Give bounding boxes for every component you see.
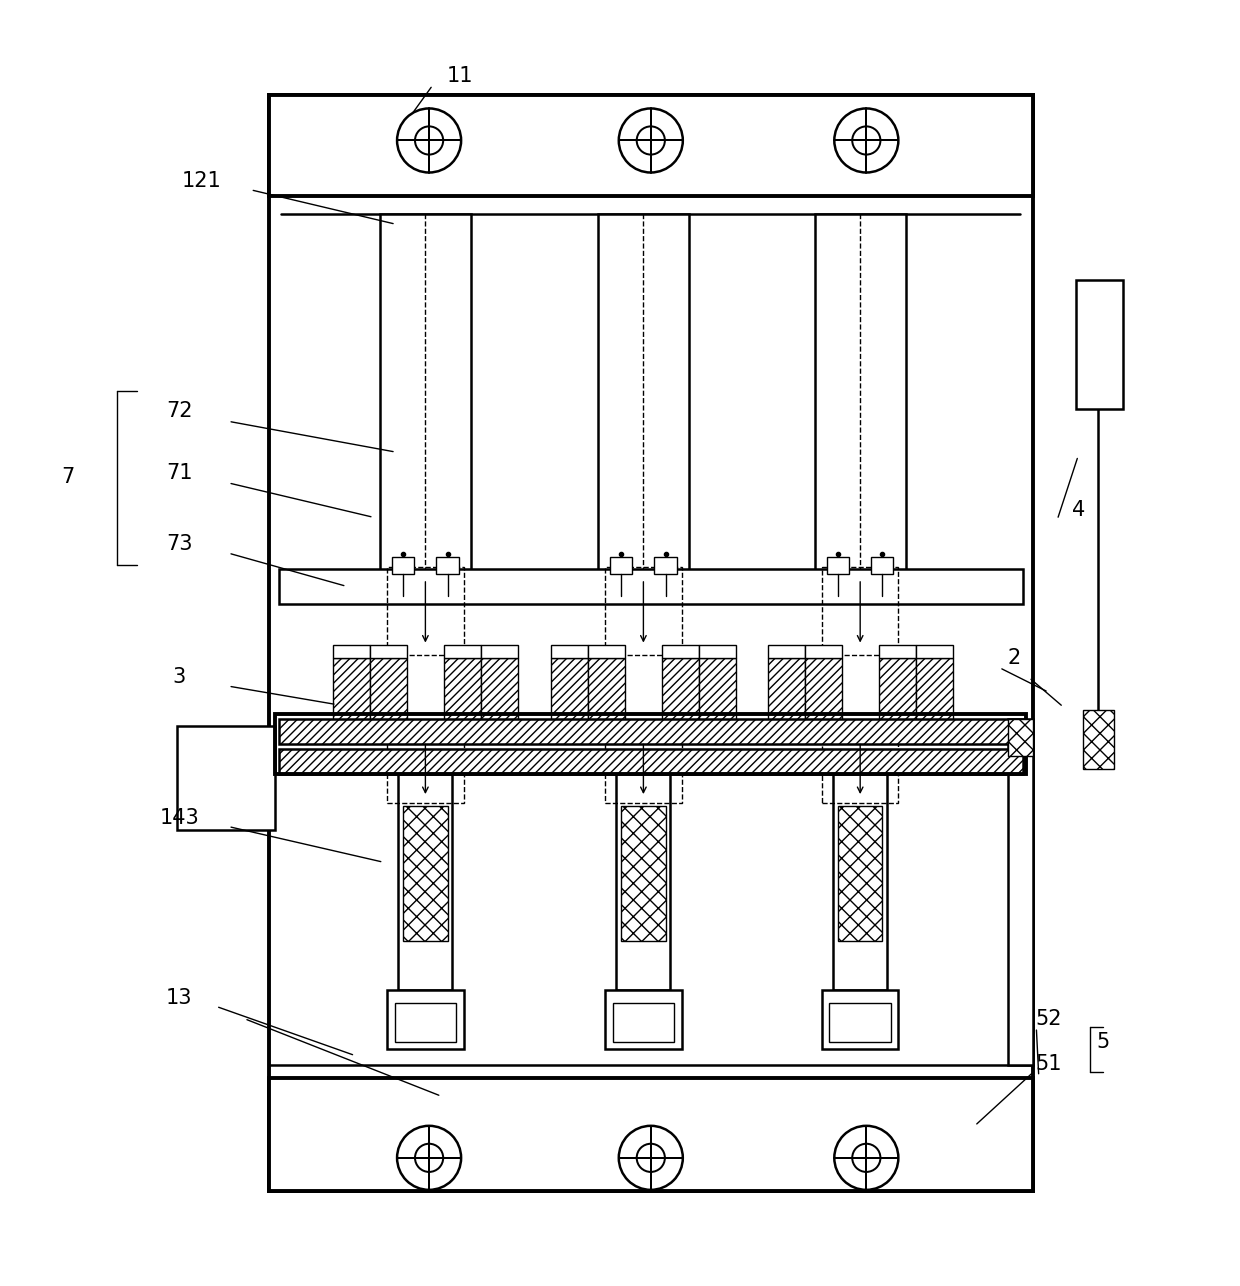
Bar xyxy=(279,570,1023,603)
Circle shape xyxy=(835,108,898,172)
Text: 72: 72 xyxy=(166,401,192,422)
Bar xyxy=(588,657,625,729)
Bar xyxy=(872,557,894,574)
Circle shape xyxy=(636,126,665,154)
Bar xyxy=(370,657,407,729)
Text: 71: 71 xyxy=(166,463,192,484)
Bar xyxy=(1076,279,1122,409)
Bar xyxy=(768,646,805,657)
Text: 5: 5 xyxy=(1096,1033,1110,1052)
Circle shape xyxy=(636,1143,665,1172)
Bar xyxy=(444,646,481,657)
Bar xyxy=(176,725,275,831)
Bar xyxy=(269,1078,1033,1191)
Bar xyxy=(830,1003,892,1042)
Bar xyxy=(915,657,952,729)
Bar xyxy=(269,95,1033,1191)
Bar xyxy=(805,646,842,657)
Bar xyxy=(334,657,370,729)
Bar xyxy=(279,719,1023,745)
Bar xyxy=(915,646,952,657)
Bar xyxy=(605,990,682,1049)
Bar xyxy=(699,646,735,657)
Bar xyxy=(815,215,905,571)
Bar xyxy=(1008,719,1033,1066)
Bar xyxy=(275,715,1027,774)
Circle shape xyxy=(397,108,461,172)
Text: 4: 4 xyxy=(1071,500,1085,520)
Bar xyxy=(662,646,699,657)
Circle shape xyxy=(852,126,880,154)
Bar xyxy=(613,1003,675,1042)
Bar xyxy=(699,657,735,729)
Text: 11: 11 xyxy=(446,67,474,86)
Circle shape xyxy=(852,1143,880,1172)
Text: 7: 7 xyxy=(62,467,74,486)
Bar xyxy=(387,729,464,804)
Bar xyxy=(551,657,588,729)
Circle shape xyxy=(835,1125,898,1190)
Bar xyxy=(662,657,699,729)
Bar xyxy=(621,805,666,941)
Text: 121: 121 xyxy=(181,171,221,192)
Text: 2: 2 xyxy=(1008,648,1021,667)
Bar xyxy=(879,657,915,729)
Bar xyxy=(398,756,453,990)
Bar xyxy=(827,557,849,574)
Bar xyxy=(1008,719,1033,756)
Bar xyxy=(598,215,689,571)
Bar xyxy=(387,990,464,1049)
Bar xyxy=(610,557,632,574)
Text: 13: 13 xyxy=(166,988,192,1008)
Bar xyxy=(444,657,481,729)
Bar xyxy=(481,646,518,657)
Text: 73: 73 xyxy=(166,535,192,554)
Bar xyxy=(588,646,625,657)
Bar xyxy=(387,567,464,656)
Circle shape xyxy=(397,1125,461,1190)
Bar xyxy=(879,646,915,657)
Bar xyxy=(551,646,588,657)
Bar xyxy=(822,729,898,804)
Circle shape xyxy=(415,126,443,154)
Bar xyxy=(805,657,842,729)
Text: 3: 3 xyxy=(172,667,186,688)
Bar xyxy=(392,557,414,574)
Bar xyxy=(403,805,448,941)
Bar xyxy=(394,1003,456,1042)
Bar xyxy=(605,567,682,656)
Bar xyxy=(370,646,407,657)
Bar xyxy=(1083,710,1114,769)
Bar xyxy=(655,557,677,574)
Circle shape xyxy=(619,1125,683,1190)
Circle shape xyxy=(415,1143,443,1172)
Bar xyxy=(334,646,370,657)
Bar xyxy=(616,756,671,990)
Bar xyxy=(269,95,1033,195)
Circle shape xyxy=(619,108,683,172)
Text: 51: 51 xyxy=(1035,1055,1061,1074)
Text: 143: 143 xyxy=(159,808,198,828)
Bar xyxy=(822,567,898,656)
Text: 52: 52 xyxy=(1035,1008,1061,1029)
Bar xyxy=(822,990,898,1049)
Bar xyxy=(768,657,805,729)
Bar xyxy=(436,557,459,574)
Bar xyxy=(838,805,883,941)
Bar xyxy=(605,729,682,804)
Bar xyxy=(481,657,518,729)
Bar xyxy=(833,756,888,990)
Bar xyxy=(279,748,1023,774)
Bar xyxy=(379,215,471,571)
